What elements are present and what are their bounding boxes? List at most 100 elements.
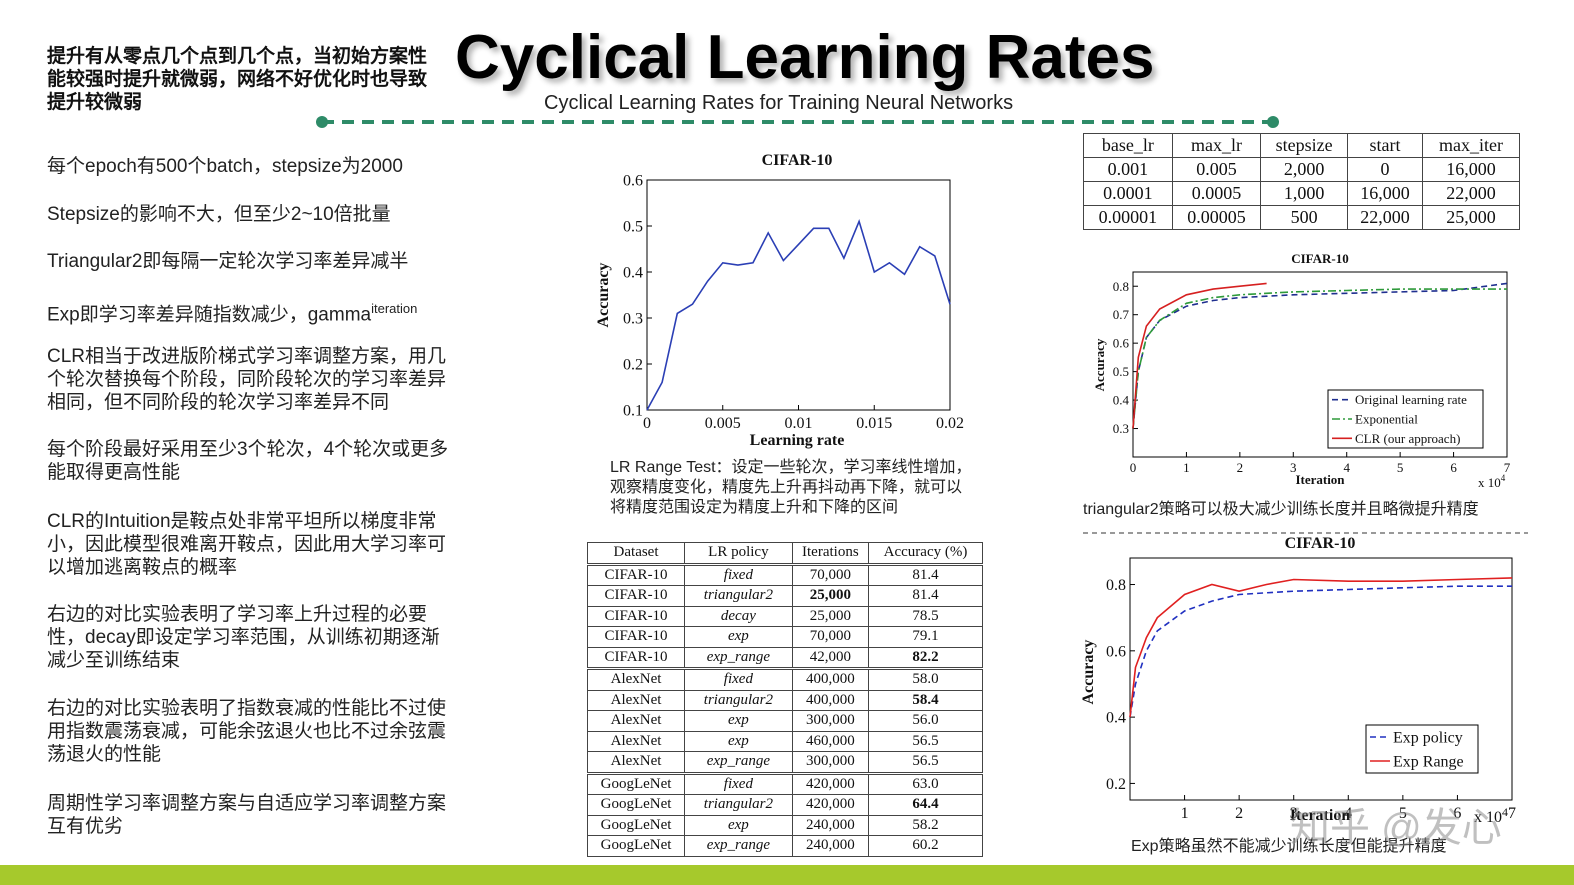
header-row: Dataset LR policy Iterations Accuracy (%): [586, 542, 983, 565]
cell: triangular2: [684, 585, 793, 607]
x-scale-text: x 10: [1474, 809, 1502, 826]
chart-title: CIFAR-10: [1285, 535, 1356, 552]
table-row: AlexNet exp 300,000 56.0: [586, 710, 983, 732]
cell: 25,000: [1422, 205, 1520, 230]
cell: 300,000: [791, 710, 870, 732]
y-tick-label: 0.2: [623, 357, 643, 374]
paragraph: CLR相当于改进版阶梯式学习率调整方案，用几个轮次替换每个阶段，同阶段轮次的学习…: [47, 346, 447, 413]
table-row: GoogLeNet fixed 420,000 63.0: [586, 771, 983, 795]
table-row: CIFAR-10 exp 70,000 79.1: [586, 626, 983, 648]
x-tick-label: 1: [1181, 805, 1189, 822]
paragraph: 每个epoch有500个batch，stepsize为2000: [47, 156, 403, 177]
x-tick-label: 7: [1504, 460, 1511, 475]
x-tick-label: 0.01: [785, 415, 813, 432]
cell: exp_range: [684, 751, 793, 774]
table-row: GoogLeNet exp_range 240,000 60.2: [586, 835, 983, 857]
legend-box: [1327, 389, 1484, 449]
header-cell: start: [1346, 133, 1424, 158]
y-tick-label: 0.4: [623, 265, 643, 282]
cell: 16,000: [1422, 157, 1520, 182]
cell: GoogLeNet: [586, 814, 686, 836]
legend-label: CLR (our approach): [1355, 431, 1460, 446]
x-tick-label: 0: [643, 415, 651, 432]
results-table: Dataset LR policy Iterations Accuracy (%) CI…: [586, 542, 983, 857]
cell: AlexNet: [586, 751, 686, 774]
cell: exp: [684, 710, 793, 732]
y-tick-label: 0.8: [1113, 279, 1129, 294]
divider-dot: [1267, 116, 1279, 128]
y-tick-label: 0.8: [1106, 577, 1126, 594]
x-axis-label: Iteration: [1290, 807, 1351, 824]
y-tick-label: 0.3: [623, 311, 643, 328]
cell: exp: [684, 730, 793, 752]
cell: 1,000: [1260, 181, 1348, 206]
header-cell: stepsize: [1260, 133, 1348, 158]
cell: CIFAR-10: [586, 646, 686, 669]
cell: 25,000: [791, 585, 870, 607]
x-tick-label: 0.02: [936, 415, 964, 432]
cell: exp: [684, 626, 793, 648]
x-tick-label: 5: [1399, 805, 1407, 822]
cell: 58.0: [868, 667, 983, 691]
cell: 81.4: [868, 585, 983, 607]
cell: AlexNet: [586, 730, 686, 752]
table-row: CIFAR-10 exp_range 42,000 82.2: [586, 646, 983, 669]
x-axis-label: Learning rate: [750, 432, 845, 449]
table-row: CIFAR-10 decay 25,000 78.5: [586, 605, 983, 627]
x-scale: x 104: [1478, 473, 1506, 490]
cell: exp_range: [684, 835, 793, 857]
y-tick-label: 0.6: [623, 173, 643, 190]
cell: 0.0001: [1083, 181, 1173, 206]
cell: fixed: [684, 667, 793, 691]
plot-frame: [646, 179, 951, 411]
cell: 0.001: [1083, 157, 1173, 182]
cell: 70,000: [791, 562, 870, 586]
paragraph: 右边的对比实验表明了学习率上升过程的必要性，decay即设定学习率范围，从训练初…: [47, 604, 440, 671]
cell: 22,000: [1422, 181, 1520, 206]
cell: 420,000: [791, 794, 870, 816]
y-tick-label: 0.5: [623, 219, 643, 236]
cell: exp_range: [684, 646, 793, 669]
paragraph: 周期性学习率调整方案与自适应学习率调整方案互有优劣: [47, 793, 447, 837]
cell: 56.5: [868, 751, 983, 774]
table-row: AlexNet triangular2 400,000 58.4: [586, 689, 983, 711]
table-row: AlexNet fixed 400,000 58.0: [586, 667, 983, 691]
slide-subtitle: Cyclical Learning Rates for Training Neu…: [544, 92, 1014, 114]
cell: exp: [684, 814, 793, 836]
x-scale-exp: 4: [1502, 805, 1508, 819]
x-scale-text: x 10: [1478, 475, 1501, 490]
x-tick-label: 4: [1344, 805, 1352, 822]
cell: 58.2: [868, 814, 983, 836]
table-row: CIFAR-10 triangular2 25,000 81.4: [586, 585, 983, 607]
caption: Exp策略虽然不能减少训练长度但能提升精度: [1131, 838, 1447, 855]
cell: 460,000: [791, 730, 870, 752]
cell: 0.005: [1171, 157, 1262, 182]
x-tick-label: 3: [1290, 460, 1297, 475]
data-line: [646, 219, 951, 411]
cell: 58.4: [868, 689, 983, 711]
x-tick-label: 7: [1508, 805, 1516, 822]
cell: 81.4: [868, 562, 983, 586]
cell: 16,000: [1346, 181, 1424, 206]
cell: 22,000: [1346, 205, 1424, 230]
cell: 25,000: [791, 605, 870, 627]
cell: 0.00005: [1171, 205, 1262, 230]
superscript: iteration: [371, 301, 418, 316]
paragraph: Stepsize的影响不大，但至少2~10倍批量: [47, 204, 391, 225]
chart-title: CIFAR-10: [762, 152, 833, 169]
cell: decay: [684, 605, 793, 627]
header-cell: base_lr: [1083, 133, 1173, 158]
cell: triangular2: [684, 689, 793, 711]
cell: GoogLeNet: [586, 835, 686, 857]
y-tick-label: 0.7: [1113, 307, 1130, 322]
cell: AlexNet: [586, 667, 686, 691]
x-tick-label: 3: [1290, 805, 1298, 822]
x-tick-label: 2: [1235, 805, 1243, 822]
x-tick-label: 1: [1183, 460, 1190, 475]
cell: 56.0: [868, 710, 983, 732]
paragraph: 右边的对比实验表明了指数衰减的性能比不过使用指数震荡衰减，可能余弦退火也比不过余…: [47, 698, 447, 765]
table-row: GoogLeNet exp 240,000 58.2: [586, 814, 983, 836]
cell: 400,000: [791, 667, 870, 691]
x-tick-label: 0: [1130, 460, 1137, 475]
